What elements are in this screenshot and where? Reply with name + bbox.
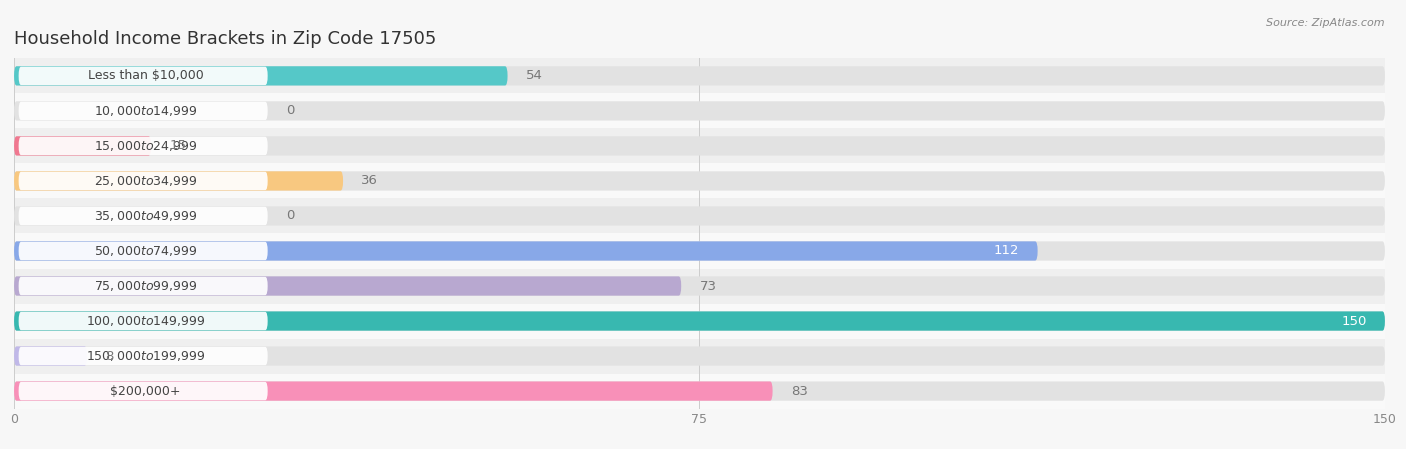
FancyBboxPatch shape [14,172,343,190]
Text: $200,000+: $200,000+ [110,385,181,397]
Text: 112: 112 [994,245,1019,257]
Bar [14,128,1385,163]
Text: 73: 73 [700,280,717,292]
Bar [14,374,1385,409]
FancyBboxPatch shape [14,382,773,401]
FancyBboxPatch shape [18,277,267,295]
Bar [14,304,1385,339]
Text: 0: 0 [285,210,294,222]
Text: 54: 54 [526,70,543,82]
Text: $50,000 to $74,999: $50,000 to $74,999 [94,244,197,258]
FancyBboxPatch shape [14,242,1385,260]
FancyBboxPatch shape [14,136,152,155]
FancyBboxPatch shape [14,172,1385,190]
Bar [14,339,1385,374]
Bar [14,163,1385,198]
FancyBboxPatch shape [18,172,267,190]
Text: $75,000 to $99,999: $75,000 to $99,999 [94,279,197,293]
Text: $10,000 to $14,999: $10,000 to $14,999 [94,104,197,118]
FancyBboxPatch shape [14,347,87,365]
Text: 0: 0 [285,105,294,117]
Text: $15,000 to $24,999: $15,000 to $24,999 [94,139,197,153]
FancyBboxPatch shape [18,137,267,155]
Bar [14,233,1385,269]
FancyBboxPatch shape [14,66,508,85]
FancyBboxPatch shape [14,242,1038,260]
FancyBboxPatch shape [14,312,1385,330]
Text: 36: 36 [361,175,378,187]
FancyBboxPatch shape [14,207,1385,225]
FancyBboxPatch shape [14,136,1385,155]
FancyBboxPatch shape [18,207,267,225]
FancyBboxPatch shape [14,101,1385,120]
Bar [14,93,1385,128]
Bar [14,269,1385,304]
FancyBboxPatch shape [18,102,267,120]
Text: Less than $10,000: Less than $10,000 [87,70,204,82]
FancyBboxPatch shape [14,347,1385,365]
Bar [14,198,1385,233]
FancyBboxPatch shape [18,242,267,260]
Text: $150,000 to $199,999: $150,000 to $199,999 [86,349,205,363]
Text: $25,000 to $34,999: $25,000 to $34,999 [94,174,197,188]
Text: Household Income Brackets in Zip Code 17505: Household Income Brackets in Zip Code 17… [14,31,436,48]
Text: 8: 8 [105,350,114,362]
FancyBboxPatch shape [18,382,267,400]
Text: 83: 83 [790,385,808,397]
FancyBboxPatch shape [14,382,1385,401]
FancyBboxPatch shape [14,66,1385,85]
Text: $100,000 to $149,999: $100,000 to $149,999 [86,314,205,328]
Bar [14,58,1385,93]
Text: $35,000 to $49,999: $35,000 to $49,999 [94,209,197,223]
Text: 150: 150 [1341,315,1367,327]
FancyBboxPatch shape [18,312,267,330]
FancyBboxPatch shape [18,347,267,365]
FancyBboxPatch shape [18,67,267,85]
Text: Source: ZipAtlas.com: Source: ZipAtlas.com [1267,18,1385,28]
FancyBboxPatch shape [14,277,682,295]
FancyBboxPatch shape [14,277,1385,295]
Text: 15: 15 [170,140,187,152]
FancyBboxPatch shape [14,312,1385,330]
